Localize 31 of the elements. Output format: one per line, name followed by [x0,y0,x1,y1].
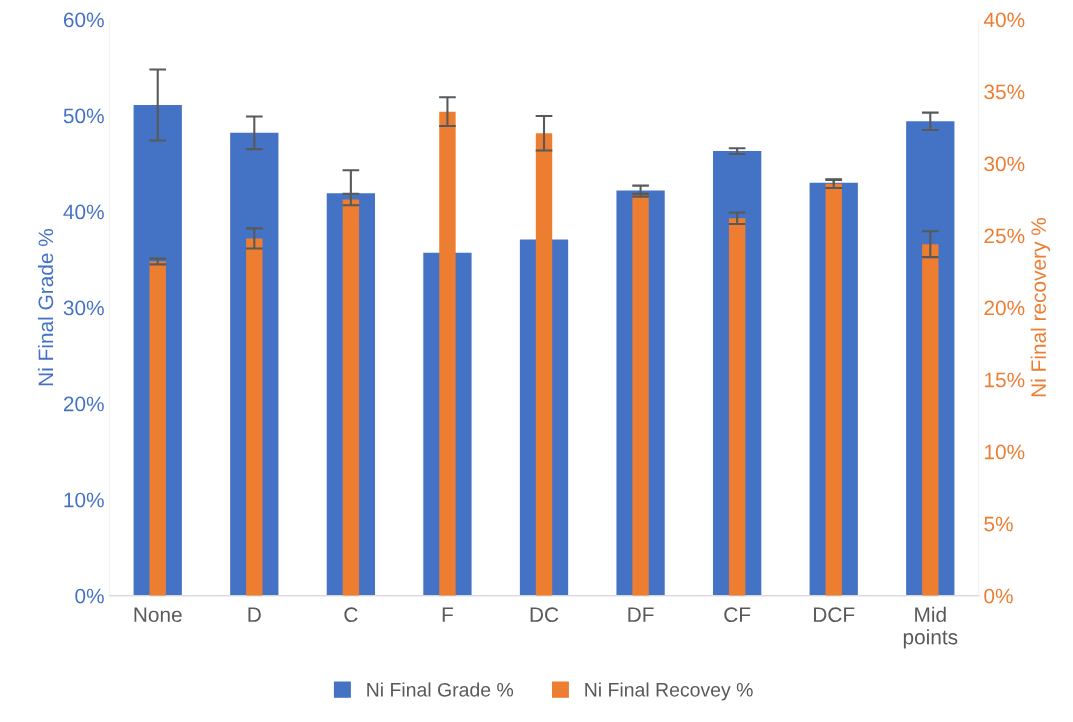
y2-tick-label: 15% [985,372,1025,388]
y-tick-label: 0% [75,588,104,604]
y-axis-title: Ni Final Grade % [37,229,54,386]
y2-tick-label: 35% [984,84,1025,100]
legend-label: Ni Final Grade % [367,682,514,697]
y-tick-label: 60% [63,12,104,28]
y-tick-label: 30% [63,300,104,316]
y2-tick-label: 30% [984,156,1025,172]
x-tick-label: D [248,607,261,622]
y2-tick-label: 10% [985,444,1025,460]
x-tick-label: Mid points [903,606,958,649]
y-tick-label: 10% [64,492,104,508]
y2-tick-label: 40% [983,12,1025,28]
bar [149,261,166,596]
y2-tick-label: 25% [984,228,1025,244]
x-tick-label: DC [530,607,559,623]
y2-tick-label: 5% [984,516,1013,532]
bar [922,244,939,596]
y2-tick-label: 0% [984,588,1013,604]
y-tick-label: 20% [63,396,104,412]
x-tick-label: DCF [814,607,855,623]
x-tick-label: F [442,607,453,622]
x-tick-label: C [344,607,358,623]
y2-axis-title: Ni Final recovery % [1030,218,1051,397]
legend-label: Ni Final Recovey % [585,682,753,701]
x-tick-label: None [134,607,182,623]
x-tick-label: DF [628,607,654,622]
y2-tick-label: 20% [984,300,1025,316]
x-tick-label: CF [724,607,751,623]
y-tick-label: 50% [63,108,104,124]
y-tick-label: 40% [63,204,104,220]
